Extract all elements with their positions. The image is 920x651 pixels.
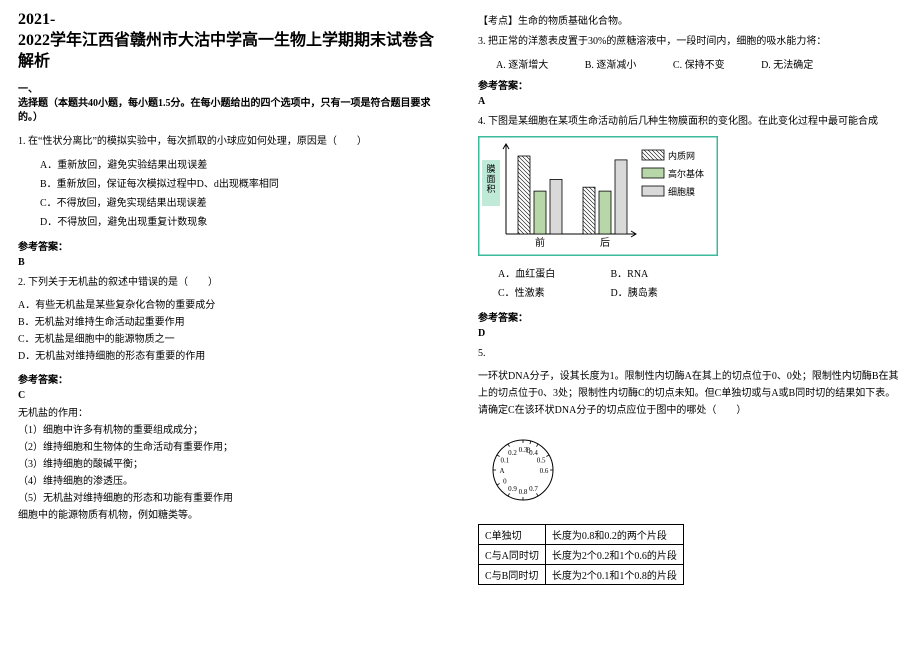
cell: 长度为0.8和0.2的两个片段: [545, 525, 683, 545]
q2-explain-4: （4）维持细胞的渗透压。: [18, 473, 442, 490]
svg-text:0.5: 0.5: [537, 457, 546, 465]
q3-opt-a: A. 逐渐增大: [496, 56, 548, 71]
section-one: 一、: [18, 80, 442, 95]
q3-ans: A: [478, 96, 902, 107]
svg-text:后: 后: [600, 237, 610, 249]
doc-title: 2021- 2022学年江西省赣州市大沽中学高一生物上学期期末试卷含解析: [18, 10, 442, 72]
q4-opts: A．血红蛋白 B．RNA C．性激素 D．胰岛素: [498, 265, 902, 303]
cell: 长度为2个0.2和1个0.6的片段: [545, 545, 683, 565]
q4-opt-b: B．RNA: [611, 265, 721, 284]
q2-opt-c: C．无机盐是细胞中的能源物质之一: [18, 331, 442, 348]
q2-ans: C: [18, 390, 442, 401]
q5-circle-diagram: A0.10.20.3B0.40.50.60.70.80.90: [478, 425, 902, 518]
table-row: C与A同时切 长度为2个0.2和1个0.6的片段: [479, 545, 684, 565]
svg-text:0.9: 0.9: [508, 485, 517, 493]
q4-opt-d: D．胰岛素: [611, 284, 721, 303]
svg-text:A: A: [499, 467, 504, 475]
q3-ans-label: 参考答案：: [478, 77, 902, 92]
q2-opt-b: B．无机盐对维持生命活动起重要作用: [18, 314, 442, 331]
q3-opt-c: C. 保持不变: [673, 56, 725, 71]
q4-ans-label: 参考答案：: [478, 309, 902, 324]
membrane-chart: 膜面积前 后 内质网高尔基体细胞膜: [478, 136, 902, 259]
cell: C单独切: [479, 525, 546, 545]
svg-text:0: 0: [503, 478, 507, 486]
svg-text:0.2: 0.2: [508, 449, 517, 457]
q5-number: 5.: [478, 345, 902, 362]
svg-text:0.7: 0.7: [529, 485, 538, 493]
kaodian: 【考点】生命的物质基础化合物。: [478, 12, 902, 27]
q2-opt-a: A．有些无机盐是某些复杂化合物的重要成分: [18, 297, 442, 314]
q1-opt-c: C．不得放回，避免实现结果出现误差: [40, 194, 442, 213]
q4-opt-c: C．性激素: [498, 284, 608, 303]
q3-opts: A. 逐渐增大 B. 逐渐减小 C. 保持不变 D. 无法确定: [496, 56, 902, 71]
svg-text:前: 前: [535, 236, 545, 249]
svg-text:0.1: 0.1: [500, 457, 509, 465]
svg-text:内质网: 内质网: [668, 150, 695, 161]
svg-text:0.8: 0.8: [519, 488, 528, 496]
q2-explain-2: （2）维持细胞和生物体的生命活动有重要作用；: [18, 439, 442, 456]
q2-stem: 2. 下列关于无机盐的叙述中错误的是（ ）: [18, 274, 442, 291]
cell: C与B同时切: [479, 565, 546, 585]
q3-opt-b: B. 逐渐减小: [585, 56, 637, 71]
q1-opt-d: D．不得放回，避免出现重复计数现象: [40, 213, 442, 232]
svg-text:积: 积: [486, 183, 495, 194]
cell: C与A同时切: [479, 545, 546, 565]
svg-text:面: 面: [486, 174, 495, 184]
q3-stem: 3. 把正常的洋葱表皮置于30%的蔗糖溶液中，一段时间内，细胞的吸水能力将：: [478, 33, 902, 50]
q5-table: C单独切 长度为0.8和0.2的两个片段 C与A同时切 长度为2个0.2和1个0…: [478, 524, 684, 585]
table-row: C单独切 长度为0.8和0.2的两个片段: [479, 525, 684, 545]
q4-ans: D: [478, 328, 902, 339]
q2-explain-title: 无机盐的作用：: [18, 405, 442, 422]
table-row: C与B同时切 长度为2个0.1和1个0.8的片段: [479, 565, 684, 585]
svg-text:细胞膜: 细胞膜: [668, 186, 695, 197]
q1-opt-a: A．重新放回，避免实验结果出现误差: [40, 156, 442, 175]
q4-stem: 4. 下图是某细胞在某项生命活动前后几种生物膜面积的变化图。在此变化过程中最可能…: [478, 113, 902, 130]
q1-ans-label: 参考答案：: [18, 238, 442, 253]
q1-opt-b: B．重新放回，保证每次模拟过程中D、d出现概率相同: [40, 175, 442, 194]
q1-ans: B: [18, 257, 442, 268]
q2-ans-label: 参考答案：: [18, 371, 442, 386]
q2-opt-d: D．无机盐对维持细胞的形态有重要的作用: [18, 348, 442, 365]
q2-explain-6: 细胞中的能源物质有机物，例如糖类等。: [18, 507, 442, 524]
q4-opt-a: A．血红蛋白: [498, 265, 608, 284]
svg-text:高尔基体: 高尔基体: [668, 168, 704, 179]
q2-explain-1: （1）细胞中许多有机物的重要组成成分；: [18, 422, 442, 439]
q5-body: 一环状DNA分子，设其长度为1。限制性内切酶A在其上的切点位于0、0处；限制性内…: [478, 368, 902, 419]
q3-opt-d: D. 无法确定: [761, 56, 813, 71]
q2-explain-5: （5）无机盐对维持细胞的形态和功能有重要作用: [18, 490, 442, 507]
q1-stem: 1. 在“性状分离比”的模拟实验中，每次抓取的小球应如何处理，原因是（ ）: [18, 133, 442, 150]
svg-text:膜: 膜: [486, 164, 495, 174]
cell: 长度为2个0.1和1个0.8的片段: [545, 565, 683, 585]
svg-text:0.6: 0.6: [540, 467, 549, 475]
instructions: 选择题（本题共40小题，每小题1.5分。在每小题给出的四个选项中，只有一项是符合…: [18, 97, 442, 125]
q2-explain-3: （3）维持细胞的酸碱平衡；: [18, 456, 442, 473]
